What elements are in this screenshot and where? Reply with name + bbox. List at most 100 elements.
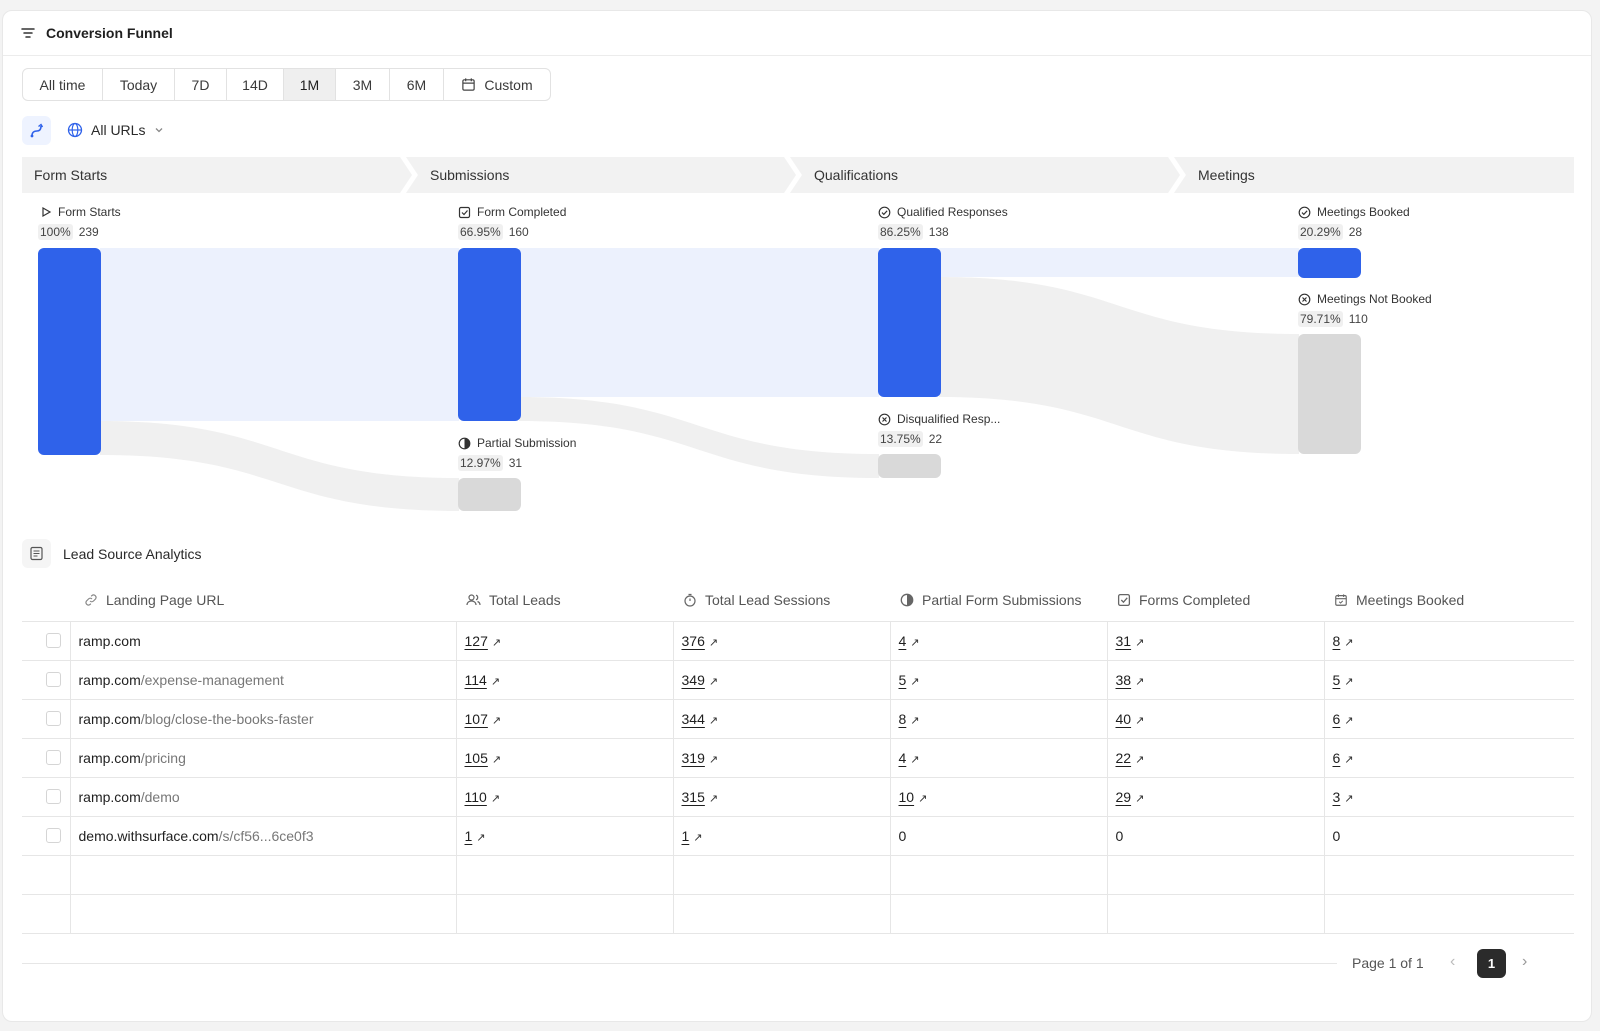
column-header-sessions[interactable]: Total Lead Sessions bbox=[673, 580, 890, 622]
metric-link[interactable]: 40 bbox=[1115, 710, 1132, 727]
range-3m[interactable]: 3M bbox=[336, 69, 390, 100]
range-today[interactable]: Today bbox=[103, 69, 175, 100]
range-1m[interactable]: 1M bbox=[284, 69, 336, 100]
stage-form-starts: Form Starts bbox=[34, 167, 108, 183]
metric-cell-sessions: 1 ↗ bbox=[673, 816, 891, 856]
node-title: Meetings Booked bbox=[1317, 205, 1410, 219]
table-row: ramp.com/expense-management 114 ↗ 349 ↗ 5 ↗ 38 ↗… bbox=[22, 660, 1574, 700]
arrow-up-right-icon: ↗ bbox=[1344, 714, 1354, 727]
url-cell[interactable]: demo.withsurface.com/s/cf56...6ce0f3 bbox=[70, 816, 457, 856]
stage-meetings: Meetings bbox=[1198, 167, 1255, 183]
metric-link[interactable]: 8 bbox=[1332, 632, 1341, 649]
stage-arrows bbox=[22, 157, 1574, 193]
metric-link[interactable]: 127 bbox=[464, 632, 488, 649]
node-percent: 79.71% bbox=[1298, 311, 1343, 327]
row-checkbox[interactable] bbox=[46, 672, 61, 687]
row-checkbox[interactable] bbox=[46, 711, 61, 726]
metric-cell-leads: 127 ↗ bbox=[456, 621, 674, 661]
metric-link[interactable]: 6 bbox=[1332, 710, 1341, 727]
metric-link[interactable]: 1 bbox=[681, 827, 690, 844]
metric-link[interactable]: 376 bbox=[681, 632, 705, 649]
range-custom[interactable]: Custom bbox=[444, 69, 550, 100]
metric-link[interactable]: 5 bbox=[1332, 671, 1341, 688]
row-select-cell bbox=[22, 777, 71, 817]
column-label: Meetings Booked bbox=[1356, 592, 1465, 609]
pagination: Page 1 of 1 ‹ 1 › bbox=[22, 949, 1574, 979]
metric-link[interactable]: 31 bbox=[1115, 632, 1132, 649]
empty-cell bbox=[70, 855, 457, 895]
metric-link[interactable]: 29 bbox=[1115, 788, 1132, 805]
range-6m[interactable]: 6M bbox=[390, 69, 444, 100]
table-row: ramp.com/pricing 105 ↗ 319 ↗ 4 ↗ 22 ↗ 6 ↗ bbox=[22, 738, 1574, 778]
flow-starts-to-partial bbox=[100, 421, 459, 511]
arrow-up-right-icon: ↗ bbox=[708, 636, 719, 649]
timer-icon bbox=[684, 594, 696, 607]
url-filter-dropdown[interactable]: All URLs bbox=[67, 122, 165, 138]
url-host: ramp.com bbox=[78, 749, 141, 766]
url-host: ramp.com bbox=[78, 632, 141, 649]
flow-view-button[interactable] bbox=[22, 116, 51, 145]
column-header-partial[interactable]: Partial Form Submissions bbox=[890, 580, 1107, 622]
metric-link[interactable]: 1 bbox=[464, 827, 473, 844]
chevron-left-icon[interactable]: ‹ bbox=[1450, 953, 1456, 970]
metric-link[interactable]: 5 bbox=[898, 671, 907, 688]
metric-value: 0 bbox=[1115, 827, 1124, 844]
metric-link[interactable]: 105 bbox=[464, 749, 488, 766]
metric-link[interactable]: 8 bbox=[898, 710, 907, 727]
node-disqualified bbox=[878, 454, 941, 478]
empty-cell bbox=[22, 894, 71, 934]
metric-link[interactable]: 4 bbox=[898, 749, 907, 766]
metric-link[interactable]: 114 bbox=[464, 671, 487, 688]
metric-cell-meetings: 5 ↗ bbox=[1324, 660, 1574, 700]
column-header-meetings[interactable]: Meetings Booked bbox=[1324, 580, 1574, 622]
row-checkbox[interactable] bbox=[46, 828, 61, 843]
empty-cell bbox=[456, 894, 674, 934]
arrow-up-right-icon: ↗ bbox=[1135, 753, 1145, 766]
url-path: /pricing bbox=[140, 749, 186, 766]
page-button-current[interactable]: 1 bbox=[1477, 949, 1506, 978]
url-cell[interactable]: ramp.com/blog/close-the-books-faster bbox=[70, 699, 457, 739]
metric-link[interactable]: 4 bbox=[898, 632, 907, 649]
arrow-up-right-icon: ↗ bbox=[491, 636, 502, 649]
metric-link[interactable]: 344 bbox=[681, 710, 705, 727]
range-label: Custom bbox=[484, 76, 533, 93]
column-header-url[interactable]: Landing Page URL bbox=[70, 580, 456, 622]
arrow-up-right-icon: ↗ bbox=[708, 753, 719, 766]
metric-link[interactable]: 10 bbox=[898, 788, 915, 805]
metric-value: 0 bbox=[898, 827, 907, 844]
metric-link[interactable]: 22 bbox=[1115, 749, 1132, 766]
metric-link[interactable]: 349 bbox=[681, 671, 705, 688]
row-checkbox[interactable] bbox=[46, 633, 61, 648]
stats-meetings-not-booked: 79.71% 110 bbox=[1298, 311, 1368, 327]
metric-cell-completed: 29 ↗ bbox=[1107, 777, 1325, 817]
metric-link[interactable]: 6 bbox=[1332, 749, 1341, 766]
url-cell[interactable]: ramp.com/demo bbox=[70, 777, 457, 817]
node-title: Partial Submission bbox=[477, 436, 577, 450]
range-14d[interactable]: 14D bbox=[227, 69, 284, 100]
range-all-time[interactable]: All time bbox=[23, 69, 103, 100]
metric-link[interactable]: 38 bbox=[1115, 671, 1132, 688]
empty-cell bbox=[1324, 855, 1574, 895]
arrow-up-right-icon: ↗ bbox=[910, 636, 920, 649]
row-checkbox[interactable] bbox=[46, 750, 61, 765]
metric-cell-partial: 4 ↗ bbox=[890, 738, 1108, 778]
url-cell[interactable]: ramp.com/pricing bbox=[70, 738, 457, 778]
metric-link[interactable]: 315 bbox=[681, 788, 705, 805]
url-cell[interactable]: ramp.com bbox=[70, 621, 457, 661]
column-header-total-leads[interactable]: Total Leads bbox=[456, 580, 673, 622]
node-meetings-not-booked bbox=[1298, 334, 1361, 454]
column-header-completed[interactable]: Forms Completed bbox=[1107, 580, 1324, 622]
row-checkbox[interactable] bbox=[46, 789, 61, 804]
arrow-up-right-icon: ↗ bbox=[490, 675, 501, 688]
url-cell[interactable]: ramp.com/expense-management bbox=[70, 660, 457, 700]
metric-link[interactable]: 319 bbox=[681, 749, 705, 766]
metric-link[interactable]: 110 bbox=[464, 788, 487, 805]
metric-cell-sessions: 349 ↗ bbox=[673, 660, 891, 700]
range-7d[interactable]: 7D bbox=[175, 69, 227, 100]
chevron-right-icon[interactable]: › bbox=[1522, 953, 1528, 970]
stats-partial-submission: 12.97% 31 bbox=[458, 455, 522, 471]
stats-form-starts: 100% 239 bbox=[38, 224, 99, 240]
check-circle-icon bbox=[1298, 206, 1311, 218]
metric-link[interactable]: 3 bbox=[1332, 788, 1341, 805]
metric-link[interactable]: 107 bbox=[464, 710, 488, 727]
